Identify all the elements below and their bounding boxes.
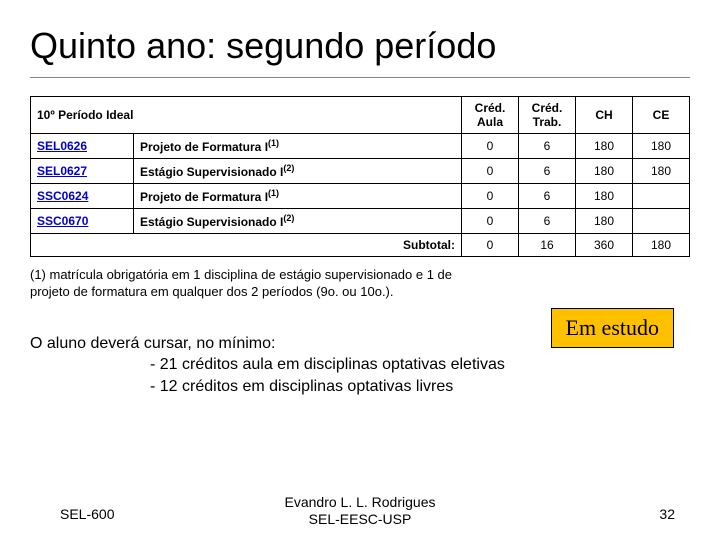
ce: 180 bbox=[633, 159, 690, 184]
ce bbox=[633, 209, 690, 234]
cred-trab: 6 bbox=[519, 159, 576, 184]
course-desc-text: Projeto de Formatura I bbox=[140, 140, 268, 154]
subtotal-ch: 360 bbox=[576, 234, 633, 257]
course-desc: Estágio Supervisionado I(2) bbox=[134, 159, 462, 184]
course-sup: (1) bbox=[268, 138, 279, 148]
cred-trab: 6 bbox=[519, 209, 576, 234]
ch: 180 bbox=[576, 134, 633, 159]
title-divider bbox=[30, 77, 690, 78]
course-desc-text: Estágio Supervisionado I bbox=[140, 215, 283, 229]
subtotal-aula: 0 bbox=[462, 234, 519, 257]
course-code-link[interactable]: SSC0670 bbox=[31, 209, 134, 234]
course-desc: Estágio Supervisionado I(2) bbox=[134, 209, 462, 234]
status-badge-text: Em estudo bbox=[566, 315, 660, 340]
course-code-link[interactable]: SEL0626 bbox=[31, 134, 134, 159]
course-sup: (2) bbox=[283, 163, 294, 173]
table-subtotal-row: Subtotal: 0 16 360 180 bbox=[31, 234, 690, 257]
course-code-link[interactable]: SSC0624 bbox=[31, 184, 134, 209]
ch: 180 bbox=[576, 159, 633, 184]
table-row: SSC0624 Projeto de Formatura I(1) 0 6 18… bbox=[31, 184, 690, 209]
requirements-line2: - 12 créditos em disciplinas optativas l… bbox=[150, 376, 690, 398]
slide-title: Quinto ano: segundo período bbox=[30, 25, 690, 67]
cred-trab: 6 bbox=[519, 134, 576, 159]
cred-aula: 0 bbox=[462, 184, 519, 209]
header-cred-trab: Créd. Trab. bbox=[519, 97, 576, 134]
cred-aula: 0 bbox=[462, 159, 519, 184]
subtotal-ce: 180 bbox=[633, 234, 690, 257]
status-badge: Em estudo bbox=[551, 308, 675, 348]
course-desc: Projeto de Formatura I(1) bbox=[134, 134, 462, 159]
course-desc-text: Projeto de Formatura I bbox=[140, 190, 268, 204]
subtotal-trab: 16 bbox=[519, 234, 576, 257]
table-row: SEL0627 Estágio Supervisionado I(2) 0 6 … bbox=[31, 159, 690, 184]
header-periodo: 10º Período Ideal bbox=[31, 97, 462, 134]
header-ch: CH bbox=[576, 97, 633, 134]
course-sup: (1) bbox=[268, 188, 279, 198]
slide: Quinto ano: segundo período 10º Período … bbox=[0, 0, 720, 540]
footer-center: Evandro L. L. Rodrigues SEL-EESC-USP bbox=[0, 494, 720, 528]
page-number: 32 bbox=[659, 506, 675, 522]
header-ce: CE bbox=[633, 97, 690, 134]
cred-aula: 0 bbox=[462, 209, 519, 234]
cred-aula: 0 bbox=[462, 134, 519, 159]
ce bbox=[633, 184, 690, 209]
cred-trab: 6 bbox=[519, 184, 576, 209]
ce: 180 bbox=[633, 134, 690, 159]
requirements-line1: - 21 créditos aula em disciplinas optati… bbox=[150, 354, 690, 376]
curriculum-table: 10º Período Ideal Créd. Aula Créd. Trab.… bbox=[30, 96, 690, 257]
footer-author: Evandro L. L. Rodrigues bbox=[285, 494, 436, 510]
header-cred-aula: Créd. Aula bbox=[462, 97, 519, 134]
course-code-link[interactable]: SEL0627 bbox=[31, 159, 134, 184]
table-header-row: 10º Período Ideal Créd. Aula Créd. Trab.… bbox=[31, 97, 690, 134]
course-sup: (2) bbox=[283, 213, 294, 223]
table-row: SEL0626 Projeto de Formatura I(1) 0 6 18… bbox=[31, 134, 690, 159]
footnote-text: (1) matrícula obrigatória em 1 disciplin… bbox=[30, 267, 460, 301]
ch: 180 bbox=[576, 209, 633, 234]
ch: 180 bbox=[576, 184, 633, 209]
table-row: SSC0670 Estágio Supervisionado I(2) 0 6 … bbox=[31, 209, 690, 234]
subtotal-label: Subtotal: bbox=[31, 234, 462, 257]
course-desc: Projeto de Formatura I(1) bbox=[134, 184, 462, 209]
course-desc-text: Estágio Supervisionado I bbox=[140, 165, 283, 179]
footer-affiliation: SEL-EESC-USP bbox=[309, 511, 412, 527]
